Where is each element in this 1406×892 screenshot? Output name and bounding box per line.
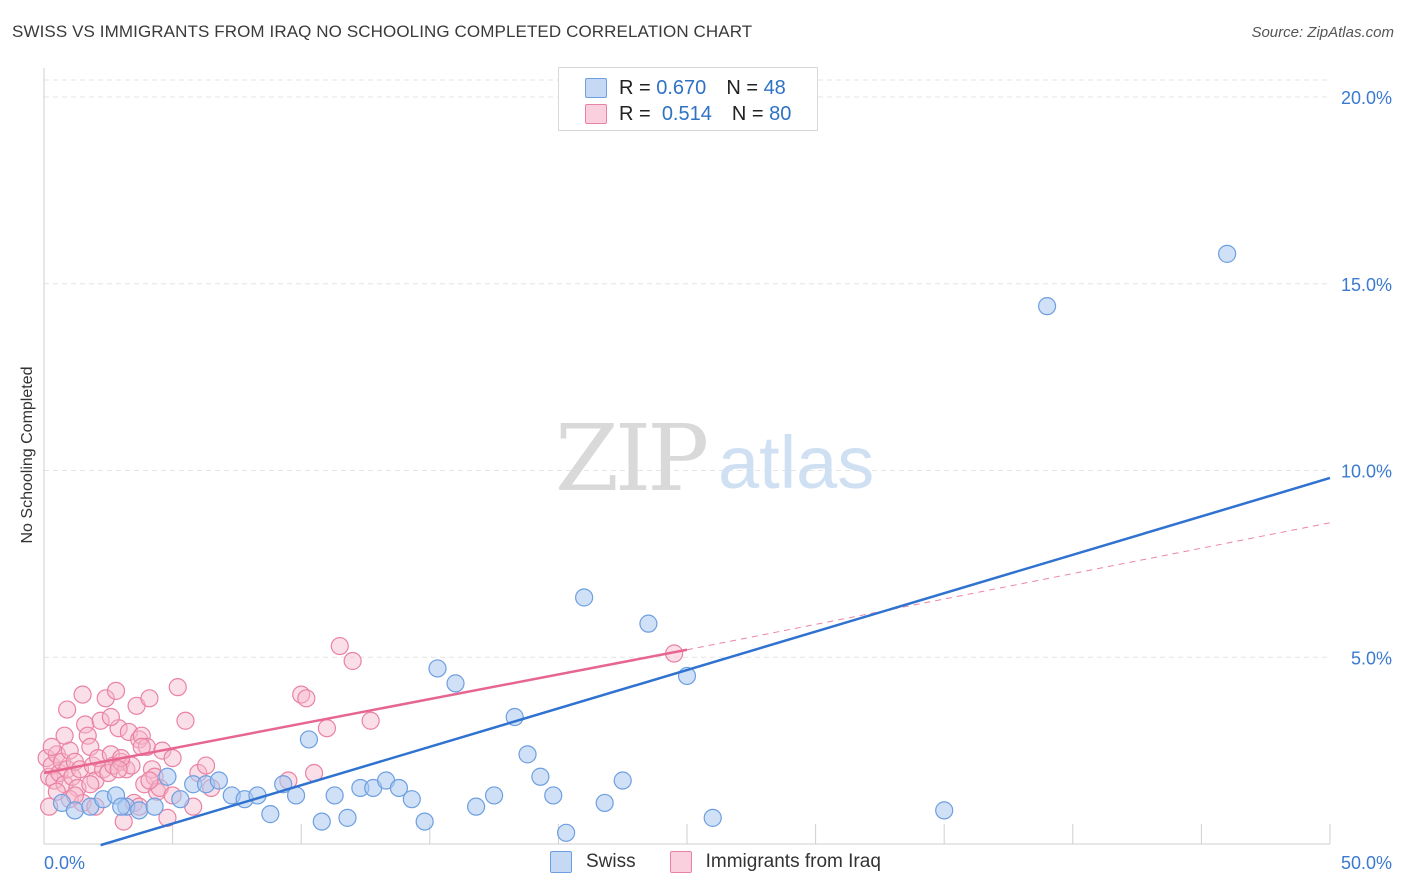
legend-row-iraq: R = 0.514 N = 80 — [585, 101, 791, 127]
swiss-point — [209, 771, 228, 790]
legend-r-value: 0.670 — [656, 76, 707, 99]
swiss-swatch — [550, 851, 572, 873]
swiss-point — [261, 805, 280, 824]
swiss-point — [158, 767, 177, 786]
y-tick-label: 20.0% — [1341, 88, 1392, 108]
swiss-point — [65, 801, 84, 820]
swiss-point — [613, 771, 632, 790]
iraq-point — [168, 678, 187, 697]
y-tick-label: 15.0% — [1341, 275, 1392, 295]
swiss-point — [338, 808, 357, 827]
iraq-point — [109, 760, 128, 779]
swiss-point — [575, 588, 594, 607]
iraq-point — [58, 700, 77, 719]
swiss-point — [557, 823, 576, 842]
iraq-point — [96, 689, 115, 708]
legend-n-label: N = — [726, 76, 758, 99]
iraq-point — [140, 771, 159, 790]
swiss-point — [531, 767, 550, 786]
iraq-point — [196, 756, 216, 775]
x-tick-label: 50.0% — [1341, 853, 1392, 873]
swiss-point — [312, 812, 331, 831]
swiss-point — [1037, 297, 1057, 316]
series-legend-iraq[interactable]: Immigrants from Iraq — [669, 851, 881, 873]
iraq-point — [163, 748, 182, 768]
iraq-point — [114, 812, 133, 831]
series-legend: Swiss Immigrants from Iraq — [550, 851, 915, 873]
legend-row-swiss: R = 0.670 N = 48 — [585, 75, 786, 101]
iraq-trend-extension — [686, 522, 1331, 651]
iraq-point — [317, 719, 337, 738]
watermark-atlas: atlas — [718, 421, 874, 504]
swiss-point — [389, 778, 409, 798]
swiss-point — [595, 793, 614, 813]
y-tick-label: 10.0% — [1341, 462, 1392, 482]
iraq-point — [343, 651, 362, 671]
iraq-point — [73, 685, 92, 704]
swiss-point — [544, 786, 563, 805]
legend-n-value: 48 — [763, 76, 786, 99]
swiss-point — [415, 812, 434, 831]
swiss-point — [325, 786, 344, 805]
legend-r-label: R = — [619, 76, 651, 99]
iraq-point — [106, 681, 126, 700]
swiss-trend-line — [100, 476, 1331, 847]
swiss-point — [935, 801, 954, 820]
iraq-point — [330, 636, 349, 656]
correlation-legend: R = 0.670 N = 48 R = 0.514 N = 80 — [558, 67, 818, 131]
iraq-point — [176, 711, 195, 730]
swiss-point — [466, 797, 486, 816]
swiss-point — [112, 797, 131, 816]
iraq-point — [76, 715, 95, 734]
swiss-legend-label: Swiss — [586, 851, 636, 872]
iraq-point — [55, 726, 74, 745]
x-tick-label: 0.0% — [44, 853, 85, 873]
iraq-point — [297, 689, 316, 708]
chart-title: SWISS VS IMMIGRANTS FROM IRAQ NO SCHOOLI… — [12, 22, 753, 41]
watermark-zip: ZIP — [555, 405, 706, 512]
iraq-point — [101, 707, 120, 727]
swiss-point — [703, 808, 722, 827]
swiss-point — [1218, 244, 1237, 263]
swiss-point — [639, 614, 658, 633]
source-label: Source: ZipAtlas.com — [1251, 24, 1394, 41]
iraq-point — [140, 689, 159, 708]
series-legend-swiss[interactable]: Swiss — [550, 851, 636, 873]
swiss-point — [428, 659, 447, 678]
legend-swatch-iraq — [585, 104, 607, 124]
iraq-trend-line — [43, 648, 688, 775]
legend-n-value: 80 — [769, 102, 792, 125]
y-tick-label: 5.0% — [1351, 648, 1392, 668]
legend-r-value: 0.514 — [661, 102, 712, 125]
iraq-legend-label: Immigrants from Iraq — [705, 851, 881, 872]
iraq-point — [81, 775, 100, 794]
legend-swatch-swiss — [585, 78, 607, 98]
swiss-point — [402, 790, 421, 809]
legend-n-label: N = — [731, 102, 764, 125]
iraq-swatch — [669, 851, 692, 873]
swiss-point — [485, 786, 504, 805]
iraq-point — [78, 726, 97, 745]
swiss-point — [299, 730, 319, 749]
swiss-point — [130, 801, 149, 820]
swiss-point — [145, 797, 164, 816]
iraq-point — [361, 711, 380, 730]
iraq-point — [42, 737, 61, 756]
legend-r-label: R = — [619, 102, 651, 125]
iraq-point — [142, 760, 162, 779]
swiss-point — [171, 790, 190, 809]
iraq-point — [91, 711, 110, 730]
swiss-point — [518, 745, 537, 764]
swiss-point — [446, 674, 465, 693]
iraq-point — [137, 737, 156, 756]
